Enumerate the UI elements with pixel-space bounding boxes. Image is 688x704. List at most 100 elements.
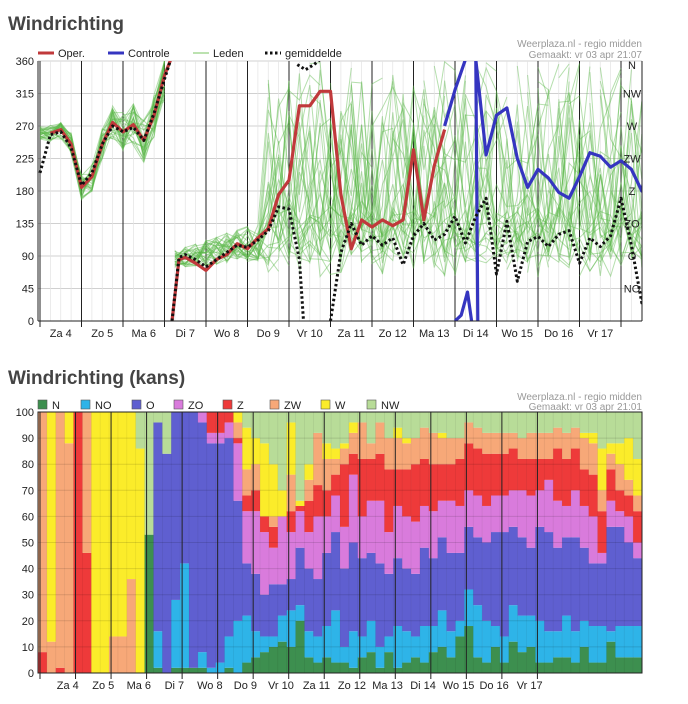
- y-tick-label: 10: [22, 642, 34, 654]
- bar-segment-z: [357, 458, 367, 517]
- bar-segment-o: [437, 537, 447, 611]
- bar-segment-no: [482, 620, 492, 663]
- bar-segment-zo: [624, 516, 634, 543]
- bar-segment-w: [348, 422, 359, 433]
- bar-segment-nw: [357, 412, 367, 423]
- bar-segment-n: [588, 662, 598, 673]
- bar-segment-z: [366, 458, 376, 501]
- stacked-bar: [615, 412, 625, 673]
- bar-segment-n: [180, 667, 190, 673]
- bar-segment-zw: [446, 438, 456, 465]
- stacked-bar: [180, 412, 190, 673]
- legend-item: O: [146, 400, 155, 412]
- bar-segment-no: [411, 636, 421, 658]
- bar-segment-no: [553, 631, 563, 658]
- bar-segment-z: [428, 464, 438, 512]
- legend-item: ZO: [188, 400, 204, 412]
- bar-segment-zo: [268, 547, 279, 585]
- bar-segment-n: [535, 662, 545, 673]
- bar-segment-nw: [313, 412, 323, 433]
- bar-segment-o: [455, 552, 465, 621]
- bar-segment-zw: [304, 479, 314, 501]
- x-day-label: Do 16: [479, 680, 508, 692]
- bar-segment-zo: [473, 495, 483, 538]
- bar-segment-no: [562, 615, 572, 658]
- stacked-bar: [624, 412, 634, 673]
- x-day-label: Do 9: [234, 680, 257, 692]
- bar-segment-z: [597, 511, 607, 553]
- bar-segment-n: [570, 662, 581, 673]
- bar-segment-zo: [295, 511, 305, 548]
- bar-segment-o: [499, 532, 510, 637]
- bar-segment-zo: [251, 511, 261, 574]
- bar-segment-n: [624, 657, 634, 673]
- bar-segment-zo: [277, 516, 287, 585]
- ensemble-member-line: [39, 69, 642, 276]
- bar-segment-w: [100, 412, 110, 673]
- stacked-bar: [171, 412, 181, 673]
- stacked-bar: [535, 412, 545, 673]
- bar-segment-no: [384, 636, 394, 653]
- bar-segment-w: [135, 448, 145, 673]
- ensemble-member-line: [39, 67, 642, 272]
- bar-segment-zw: [553, 427, 563, 449]
- bar-segment-zw: [268, 516, 279, 527]
- y-tick-label: 135: [16, 219, 34, 231]
- legend-item: Leden: [213, 48, 244, 60]
- bar-segment-zw: [375, 422, 385, 454]
- bar-segment-o: [171, 412, 181, 600]
- stacked-bar: [340, 412, 350, 673]
- bar-segment-o: [286, 579, 296, 611]
- bar-segment-o: [260, 594, 270, 637]
- bar-segment-z: [526, 458, 536, 496]
- bar-segment-no: [437, 610, 447, 647]
- bar-segment-nw: [295, 412, 305, 501]
- bar-segment-zw: [331, 458, 341, 475]
- bar-segment-n: [277, 641, 287, 673]
- bar-segment-no: [366, 620, 376, 653]
- bar-segment-w: [331, 448, 341, 459]
- stacked-bar: [233, 412, 243, 673]
- stacked-bar: [38, 412, 48, 673]
- bar-segment-o: [348, 542, 359, 632]
- bar-segment-z: [224, 412, 234, 423]
- ensemble-member-line: [39, 61, 642, 278]
- y-tick-label: 70: [22, 485, 34, 497]
- bar-segment-zo: [322, 516, 332, 553]
- bar-segment-nw: [624, 412, 634, 439]
- stacked-bar: [464, 412, 474, 673]
- bar-segment-o: [268, 584, 279, 637]
- bar-segment-o: [615, 526, 625, 627]
- bar-segment-nw: [411, 412, 421, 439]
- bar-segment-z: [38, 652, 48, 673]
- bar-segment-o: [366, 552, 376, 621]
- bar-segment-o: [491, 532, 501, 627]
- bar-segment-o: [162, 453, 172, 673]
- y-tick-label: 30: [22, 590, 34, 602]
- stacked-bar: [437, 412, 447, 673]
- bar-segment-w: [242, 427, 252, 470]
- bar-segment-nw: [268, 412, 279, 465]
- bar-segment-o: [322, 552, 332, 627]
- stacked-bar: [197, 412, 208, 673]
- bar-segment-o: [224, 438, 234, 637]
- y-tick-label: 0: [28, 668, 34, 680]
- bar-segment-zw: [570, 427, 581, 449]
- bar-segment-z: [322, 490, 332, 517]
- x-day-label: Zo 12: [338, 680, 366, 692]
- bar-segment-nw: [153, 412, 163, 423]
- bar-segment-o: [242, 563, 252, 616]
- bar-segment-nw: [633, 412, 643, 459]
- bar-segment-nw: [615, 412, 625, 444]
- legend-item: NO: [95, 400, 112, 412]
- x-day-label: Di 7: [165, 680, 185, 692]
- bar-segment-nw: [446, 412, 456, 439]
- bar-segment-zo: [455, 505, 465, 553]
- bar-segment-z: [242, 495, 252, 512]
- bar-segment-o: [304, 568, 314, 632]
- bar-segment-z: [517, 458, 527, 491]
- bar-segment-nw: [348, 412, 359, 423]
- bar-segment-zo: [597, 552, 607, 564]
- bar-segment-n: [402, 662, 412, 673]
- bar-segment-no: [535, 620, 545, 663]
